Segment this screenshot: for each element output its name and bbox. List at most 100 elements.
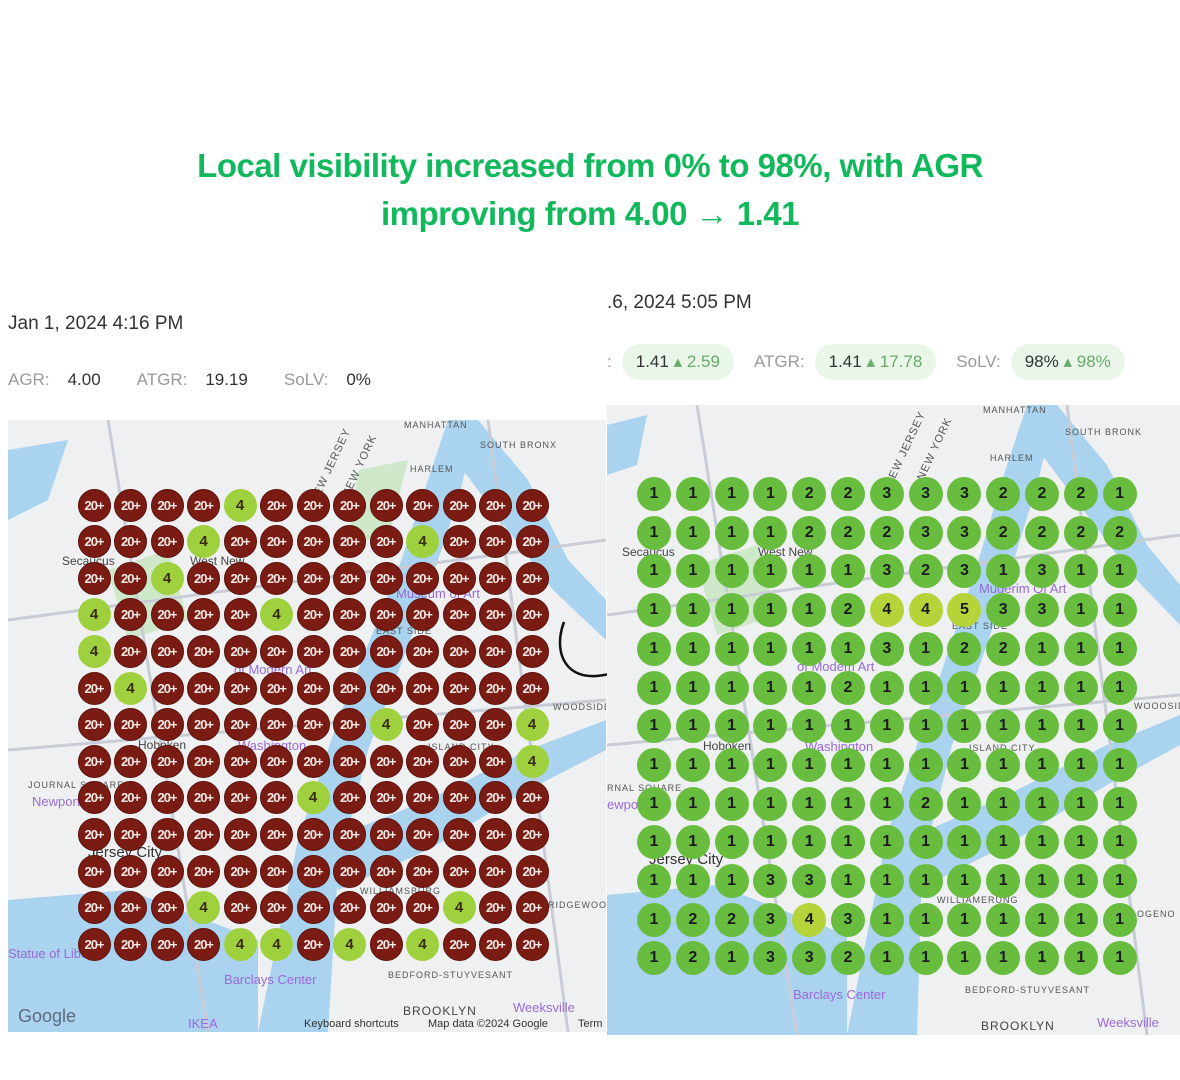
rank-pin[interactable]: 1 [1102, 709, 1137, 744]
rank-pin[interactable]: 20+ [223, 671, 257, 705]
rank-pin[interactable]: 4 [406, 525, 439, 559]
rank-pin[interactable]: 20+ [296, 927, 330, 961]
rank-pin[interactable]: 20+ [442, 598, 476, 632]
rank-pin[interactable]: 1 [792, 825, 827, 860]
rank-pin[interactable]: 20+ [333, 671, 366, 705]
rank-pin[interactable]: 20+ [479, 488, 512, 522]
rank-pin[interactable]: 1 [1063, 864, 1098, 898]
rank-pin[interactable]: 20+ [223, 598, 257, 632]
rank-pin[interactable]: 20+ [479, 671, 512, 705]
rank-pin[interactable]: 20+ [77, 708, 111, 742]
rank-pin[interactable]: 20+ [77, 744, 111, 778]
rank-pin[interactable]: 1 [637, 902, 671, 937]
rank-pin[interactable]: 20+ [296, 671, 330, 705]
rank-pin[interactable]: 1 [1102, 825, 1137, 860]
rank-pin[interactable]: 20+ [114, 488, 147, 522]
rank-pin[interactable]: 1 [986, 786, 1021, 821]
rank-pin[interactable]: 1 [1025, 631, 1059, 666]
rank-pin[interactable]: 20+ [479, 598, 512, 632]
rank-pin[interactable]: 3 [1025, 593, 1059, 628]
rank-pin[interactable]: 20+ [187, 708, 220, 742]
before-map[interactable]: MANHATTAN SOUTH BRONX HARLEM Secaucus We… [8, 420, 606, 1032]
rank-pin[interactable]: 1 [637, 747, 671, 782]
rank-pin[interactable]: 20+ [150, 927, 184, 961]
rank-pin[interactable]: 1 [1102, 631, 1137, 666]
rank-pin[interactable]: 4 [869, 593, 904, 628]
rank-pin[interactable]: 20+ [77, 488, 111, 522]
rank-pin[interactable]: 1 [714, 747, 749, 782]
rank-pin[interactable]: 20+ [406, 671, 439, 705]
rank-pin[interactable]: 1 [714, 709, 749, 744]
rank-pin[interactable]: 20+ [442, 561, 476, 595]
rank-pin[interactable]: 20+ [442, 854, 476, 888]
rank-pin[interactable]: 4 [187, 891, 220, 925]
rank-pin[interactable]: 20+ [479, 708, 512, 742]
rank-pin[interactable]: 20+ [515, 598, 549, 632]
rank-pin[interactable]: 1 [986, 864, 1021, 898]
rank-pin[interactable]: 2 [831, 593, 865, 628]
rank-pin[interactable]: 4 [333, 927, 366, 961]
rank-pin[interactable]: 20+ [77, 927, 111, 961]
rank-pin[interactable]: 2 [1025, 515, 1059, 550]
rank-pin[interactable]: 4 [223, 488, 257, 522]
rank-pin[interactable]: 20+ [406, 891, 439, 925]
rank-pin[interactable]: 20+ [369, 817, 403, 851]
rank-pin[interactable]: 20+ [369, 891, 403, 925]
rank-pin[interactable]: 3 [753, 902, 788, 937]
rank-pin[interactable]: 20+ [369, 927, 403, 961]
rank-pin[interactable]: 20+ [114, 854, 147, 888]
rank-pin[interactable]: 1 [637, 786, 671, 821]
rank-pin[interactable]: 1 [831, 864, 865, 898]
rank-pin[interactable]: 20+ [77, 525, 111, 559]
rank-pin[interactable]: 20+ [479, 781, 512, 815]
rank-pin[interactable]: 1 [675, 515, 710, 550]
rank-pin[interactable]: 20+ [442, 744, 476, 778]
rank-pin[interactable]: 20+ [333, 708, 366, 742]
rank-pin[interactable]: 20+ [187, 634, 220, 668]
rank-pin[interactable]: 1 [869, 747, 904, 782]
rank-pin[interactable]: 20+ [479, 817, 512, 851]
rank-pin[interactable]: 1 [908, 825, 943, 860]
rank-pin[interactable]: 20+ [479, 854, 512, 888]
rank-pin[interactable]: 1 [675, 825, 710, 860]
rank-pin[interactable]: 1 [908, 670, 943, 705]
rank-pin[interactable]: 1 [714, 554, 749, 589]
rank-pin[interactable]: 1 [831, 554, 865, 589]
rank-pin[interactable]: 20+ [296, 708, 330, 742]
rank-pin[interactable]: 1 [1063, 554, 1098, 589]
rank-pin[interactable]: 1 [1063, 902, 1098, 937]
rank-pin[interactable]: 20+ [260, 781, 293, 815]
rank-pin[interactable]: 1 [869, 864, 904, 898]
rank-pin[interactable]: 1 [792, 554, 827, 589]
rank-pin[interactable]: 2 [986, 515, 1021, 550]
rank-pin[interactable]: 20+ [369, 854, 403, 888]
rank-pin[interactable]: 2 [908, 786, 943, 821]
rank-pin[interactable]: 20+ [187, 817, 220, 851]
rank-pin[interactable]: 20+ [77, 671, 111, 705]
rank-pin[interactable]: 1 [753, 747, 788, 782]
rank-pin[interactable]: 20+ [150, 488, 184, 522]
rank-pin[interactable]: 4 [442, 891, 476, 925]
rank-pin[interactable]: 1 [947, 747, 982, 782]
rank-pin[interactable]: 1 [637, 554, 671, 589]
rank-pin[interactable]: 1 [947, 709, 982, 744]
rank-pin[interactable]: 4 [792, 902, 827, 937]
rank-pin[interactable]: 20+ [333, 598, 366, 632]
rank-pin[interactable]: 1 [637, 593, 671, 628]
rank-pin[interactable]: 20+ [333, 561, 366, 595]
rank-pin[interactable]: 1 [1025, 670, 1059, 705]
rank-pin[interactable]: 1 [714, 593, 749, 628]
rank-pin[interactable]: 1 [1063, 941, 1098, 976]
rank-pin[interactable]: 1 [986, 747, 1021, 782]
rank-pin[interactable]: 1 [831, 825, 865, 860]
rank-pin[interactable]: 20+ [515, 891, 549, 925]
rank-pin[interactable]: 20+ [369, 525, 403, 559]
rank-pin[interactable]: 20+ [406, 854, 439, 888]
rank-pin[interactable]: 2 [831, 941, 865, 976]
rank-pin[interactable]: 4 [296, 781, 330, 815]
rank-pin[interactable]: 1 [1102, 786, 1137, 821]
rank-pin[interactable]: 20+ [333, 525, 366, 559]
rank-pin[interactable]: 20+ [369, 671, 403, 705]
rank-pin[interactable]: 20+ [333, 817, 366, 851]
rank-pin[interactable]: 3 [831, 902, 865, 937]
